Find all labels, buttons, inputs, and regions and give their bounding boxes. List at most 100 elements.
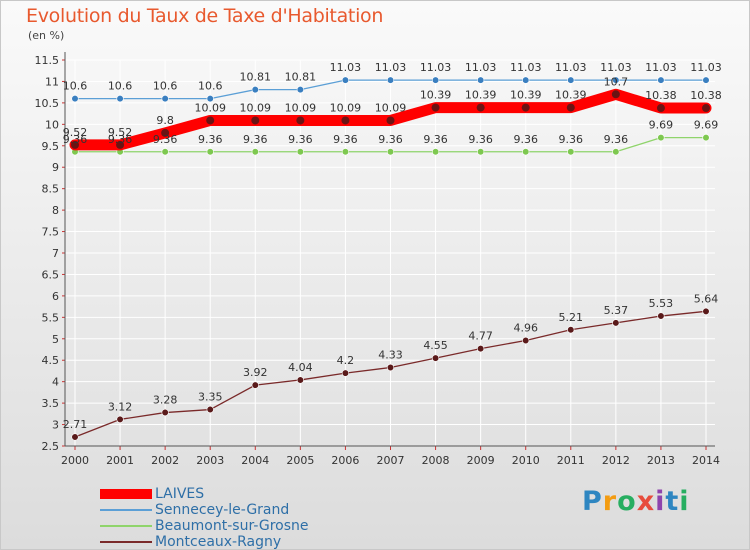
data-label: 5.37: [604, 304, 629, 317]
x-tick-label: 2005: [286, 454, 314, 467]
data-point: [567, 148, 575, 156]
x-tick-label: 2010: [512, 454, 540, 467]
data-point: [341, 148, 350, 156]
data-label: 11.03: [330, 61, 362, 74]
x-tick-label: 2006: [331, 454, 359, 467]
data-point: [206, 405, 214, 414]
data-label: 11.03: [600, 61, 632, 74]
y-tick-label: 3.5: [42, 397, 60, 410]
data-label: 10.7: [604, 75, 629, 88]
series-0: [69, 88, 712, 151]
data-label: 9.36: [559, 133, 584, 146]
data-label: 10.6: [153, 80, 178, 93]
data-label: 5.21: [559, 311, 584, 324]
data-label: 9.69: [694, 119, 719, 132]
data-label: 10.09: [240, 101, 272, 114]
data-label: 2.71: [63, 418, 88, 431]
data-label: 9.69: [649, 119, 674, 132]
data-label: 10.38: [690, 89, 722, 102]
legend-label: Beaumont-sur-Grosne: [155, 518, 309, 534]
data-label: 4.04: [288, 361, 313, 374]
data-point: [296, 148, 304, 156]
data-label: 3.35: [198, 391, 223, 404]
data-label: 4.2: [337, 354, 355, 367]
data-point: [567, 76, 575, 84]
data-point: [522, 148, 530, 156]
logo-letter: x: [636, 486, 656, 517]
data-label: 11.03: [465, 61, 497, 74]
data-label: 4.55: [423, 339, 448, 352]
data-point: [522, 76, 530, 84]
y-tick-label: 8: [52, 204, 59, 217]
data-point: [206, 94, 214, 103]
x-tick-label: 2004: [241, 454, 269, 467]
data-label: 9.36: [468, 133, 493, 146]
data-point: [612, 319, 620, 327]
data-point: [206, 116, 215, 125]
data-label: 9.8: [156, 114, 174, 127]
data-point: [161, 94, 169, 103]
logo-letter: i: [655, 486, 666, 517]
y-tick-label: 4: [52, 376, 59, 389]
data-label: 5.53: [649, 297, 674, 310]
data-point: [296, 116, 305, 125]
data-label: 9.36: [153, 133, 178, 146]
data-point: [206, 148, 214, 156]
data-point: [251, 85, 259, 94]
data-point: [477, 148, 485, 156]
data-label: 9.36: [513, 133, 538, 146]
data-label: 11.03: [555, 61, 587, 74]
data-label: 10.38: [645, 89, 677, 102]
data-label: 10.09: [194, 101, 226, 114]
legend-swatch: [100, 489, 152, 499]
x-tick-label: 2007: [377, 454, 405, 467]
data-point: [386, 363, 395, 372]
data-label: 10.6: [108, 80, 133, 93]
data-point: [566, 103, 575, 112]
data-label: 9.36: [378, 133, 403, 146]
y-tick-label: 5.5: [42, 311, 60, 324]
x-tick-label: 2011: [557, 454, 585, 467]
series-1: [71, 76, 710, 103]
data-labels: 9.52 9.52 9.8 10.09 10.09 10.09 10.09 10.09 10.3…: [63, 61, 722, 431]
data-point: [431, 148, 440, 156]
data-point: [116, 140, 125, 149]
x-tick-label: 2009: [467, 454, 495, 467]
data-point: [431, 76, 440, 84]
x-tick-label: 2012: [602, 454, 630, 467]
data-label: 9.52: [108, 126, 133, 139]
data-label: 10.81: [240, 71, 272, 84]
data-point: [431, 354, 440, 362]
data-label: 10.09: [375, 101, 407, 114]
data-point: [657, 134, 665, 142]
x-tick-label: 2000: [61, 454, 89, 467]
legend-label: LAIVES: [155, 486, 205, 502]
legend-item: Montceaux-Ragny: [100, 534, 309, 550]
data-point: [161, 148, 169, 156]
data-label: 10.39: [420, 89, 452, 102]
y-tick-label: 9: [52, 161, 59, 174]
data-label: 11.03: [645, 61, 677, 74]
data-label: 10.09: [285, 101, 317, 114]
data-point: [522, 336, 530, 345]
series-2: [71, 134, 710, 156]
x-tick-label: 2014: [692, 454, 720, 467]
y-tick-label: 10.5: [35, 97, 60, 110]
data-label: 4.77: [468, 330, 493, 343]
data-point: [702, 76, 710, 84]
data-point: [386, 116, 395, 125]
data-label: 10.39: [510, 89, 542, 102]
x-tick-label: 2002: [151, 454, 179, 467]
data-point: [567, 326, 575, 334]
data-point: [657, 76, 665, 84]
logo-letter: i: [679, 486, 690, 517]
y-tick-label: 11: [45, 75, 59, 88]
data-point: [612, 148, 620, 156]
data-label: 9.52: [63, 126, 88, 139]
data-point: [477, 76, 485, 84]
data-label: 3.12: [108, 400, 133, 413]
data-point: [656, 104, 665, 113]
data-label: 9.36: [243, 133, 268, 146]
y-tick-label: 2.5: [42, 440, 60, 453]
logo-letter: o: [617, 486, 637, 517]
